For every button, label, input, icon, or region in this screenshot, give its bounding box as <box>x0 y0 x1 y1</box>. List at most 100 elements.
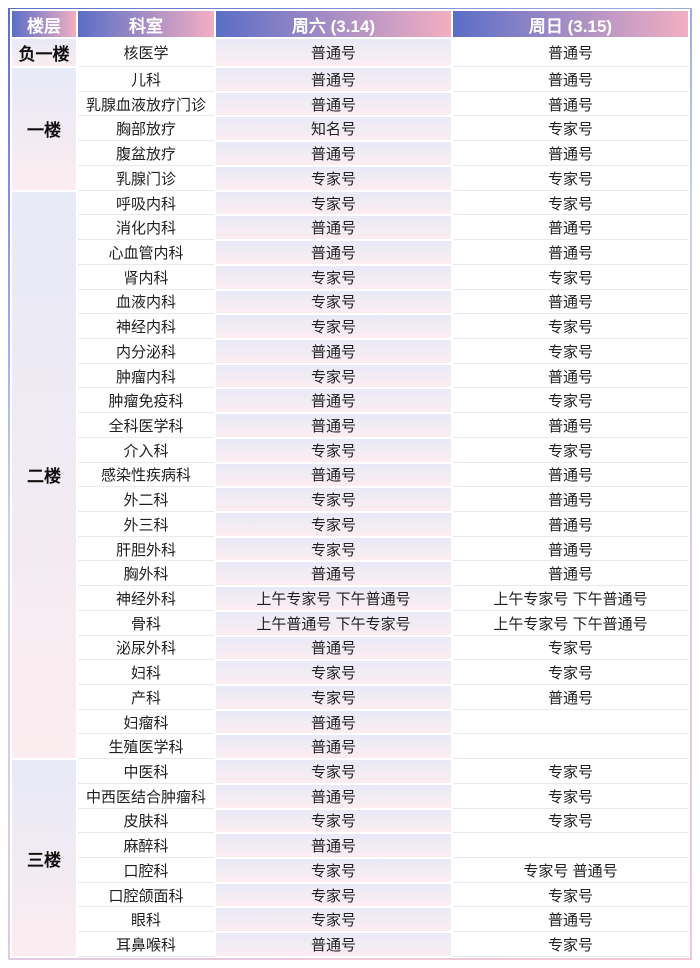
table-row: 肾内科 专家号 专家号 <box>12 265 688 289</box>
department-cell: 心血管内科 <box>78 241 214 264</box>
department-cell: 肿瘤免疫科 <box>78 389 214 413</box>
saturday-cell: 普通号 <box>216 216 451 240</box>
saturday-cell: 专家号 <box>216 191 451 215</box>
saturday-cell: 专家号 <box>216 364 451 388</box>
department-cell: 乳腺血液放疗门诊 <box>78 92 214 116</box>
table-row: 中西医结合肿瘤科 普通号 专家号 <box>12 784 688 808</box>
sunday-cell: 普通号 <box>453 364 688 388</box>
schedule-table: 楼层 科室 周六 (3.14) 周日 (3.15) 负一楼 核医学 普通号 普通号 一楼… <box>10 9 690 958</box>
department-cell: 介入科 <box>78 438 214 462</box>
department-cell: 泌尿外科 <box>78 636 214 660</box>
saturday-cell: 普通号 <box>216 142 451 165</box>
department-cell: 神经内科 <box>78 315 214 338</box>
sunday-cell: 普通号 <box>453 241 688 264</box>
department-cell: 胸部放疗 <box>78 117 214 141</box>
department-cell: 中医科 <box>78 760 214 783</box>
department-cell: 外二科 <box>78 488 214 511</box>
department-cell: 核医学 <box>78 39 214 67</box>
table-row: 乳腺门诊 专家号 专家号 <box>12 166 688 190</box>
department-cell: 消化内科 <box>78 216 214 240</box>
sunday-cell: 专家号 <box>453 117 688 141</box>
column-header-floor: 楼层 <box>12 11 76 37</box>
saturday-cell: 普通号 <box>216 389 451 413</box>
table-row: 妇瘤科 普通号 <box>12 710 688 734</box>
saturday-cell: 专家号 <box>216 661 451 685</box>
table-row: 外二科 专家号 普通号 <box>12 488 688 511</box>
sunday-cell: 普通号 <box>453 537 688 561</box>
table-row: 一楼 儿科 普通号 普通号 <box>12 68 688 190</box>
department-cell: 肾内科 <box>78 265 214 289</box>
saturday-cell: 专家号 <box>216 686 451 709</box>
saturday-cell: 普通号 <box>216 735 451 759</box>
saturday-cell: 专家号 <box>216 908 451 932</box>
saturday-cell: 专家号 <box>216 760 451 783</box>
table-row: 产科 专家号 普通号 <box>12 686 688 709</box>
table-row: 心血管内科 普通号 普通号 <box>12 241 688 264</box>
saturday-cell: 普通号 <box>216 784 451 808</box>
floor-cell: 负一楼 <box>12 39 76 67</box>
sunday-cell: 普通号 <box>453 92 688 116</box>
saturday-cell: 普通号 <box>216 562 451 586</box>
sunday-cell: 专家号 <box>453 784 688 808</box>
sunday-cell: 专家号 <box>453 191 688 215</box>
table-row: 负一楼 核医学 普通号 普通号 <box>12 39 688 67</box>
column-header-dept: 科室 <box>78 11 214 37</box>
sunday-cell: 普通号 <box>453 463 688 487</box>
sunday-cell: 专家号 <box>453 166 688 190</box>
column-header-sunday: 周日 (3.15) <box>453 11 688 37</box>
saturday-cell: 专家号 <box>216 488 451 511</box>
table-row: 肝胆外科 专家号 普通号 <box>12 537 688 561</box>
sunday-cell: 专家号 <box>453 809 688 833</box>
department-cell: 乳腺门诊 <box>78 166 214 190</box>
department-cell: 口腔科 <box>78 859 214 882</box>
sunday-cell: 普通号 <box>453 686 688 709</box>
saturday-cell: 专家号 <box>216 537 451 561</box>
saturday-cell: 知名号 <box>216 117 451 141</box>
saturday-cell: 专家号 <box>216 809 451 833</box>
sunday-cell: 专家号 <box>453 315 688 338</box>
table-row: 泌尿外科 普通号 专家号 <box>12 636 688 660</box>
saturday-cell: 普通号 <box>216 92 451 116</box>
sunday-cell: 普通号 <box>453 216 688 240</box>
department-cell: 全科医学科 <box>78 414 214 437</box>
sunday-cell: 上午专家号 下午普通号 <box>453 587 688 610</box>
department-cell: 妇瘤科 <box>78 710 214 734</box>
department-cell: 神经外科 <box>78 587 214 610</box>
department-cell: 肝胆外科 <box>78 537 214 561</box>
department-cell: 产科 <box>78 686 214 709</box>
table-row: 肿瘤内科 专家号 普通号 <box>12 364 688 388</box>
sunday-cell <box>453 834 688 858</box>
saturday-cell: 专家号 <box>216 883 451 907</box>
department-cell: 内分泌科 <box>78 339 214 363</box>
sunday-cell <box>453 735 688 759</box>
sunday-cell: 专家号 <box>453 389 688 413</box>
table-row: 妇科 专家号 专家号 <box>12 661 688 685</box>
department-cell: 儿科 <box>78 68 214 91</box>
department-cell: 肿瘤内科 <box>78 364 214 388</box>
sunday-cell: 专家号 <box>453 933 688 956</box>
table-row: 外三科 专家号 普通号 <box>12 512 688 536</box>
saturday-cell: 普通号 <box>216 339 451 363</box>
sunday-cell: 专家号 <box>453 883 688 907</box>
column-header-saturday: 周六 (3.14) <box>216 11 451 37</box>
saturday-cell: 普通号 <box>216 463 451 487</box>
table-row: 神经外科 上午专家号 下午普通号 上午专家号 下午普通号 <box>12 587 688 610</box>
saturday-cell: 专家号 <box>216 315 451 338</box>
saturday-cell: 普通号 <box>216 241 451 264</box>
table-row: 感染性疾病科 普通号 普通号 <box>12 463 688 487</box>
department-cell: 口腔颌面科 <box>78 883 214 907</box>
table-row: 口腔科 专家号 专家号 普通号 <box>12 859 688 882</box>
sunday-cell: 专家号 <box>453 438 688 462</box>
sunday-cell: 普通号 <box>453 908 688 932</box>
sunday-cell: 专家号 <box>453 265 688 289</box>
sunday-cell: 普通号 <box>453 562 688 586</box>
table-row: 三楼 中医科 专家号 专家号 <box>12 760 688 956</box>
saturday-cell: 上午普通号 下午专家号 <box>216 611 451 635</box>
sunday-cell: 专家号 普通号 <box>453 859 688 882</box>
department-cell: 耳鼻喉科 <box>78 933 214 956</box>
saturday-cell: 普通号 <box>216 414 451 437</box>
table-row: 口腔颌面科 专家号 专家号 <box>12 883 688 907</box>
table-row: 生殖医学科 普通号 <box>12 735 688 759</box>
table-row: 乳腺血液放疗门诊 普通号 普通号 <box>12 92 688 116</box>
table-row: 消化内科 普通号 普通号 <box>12 216 688 240</box>
